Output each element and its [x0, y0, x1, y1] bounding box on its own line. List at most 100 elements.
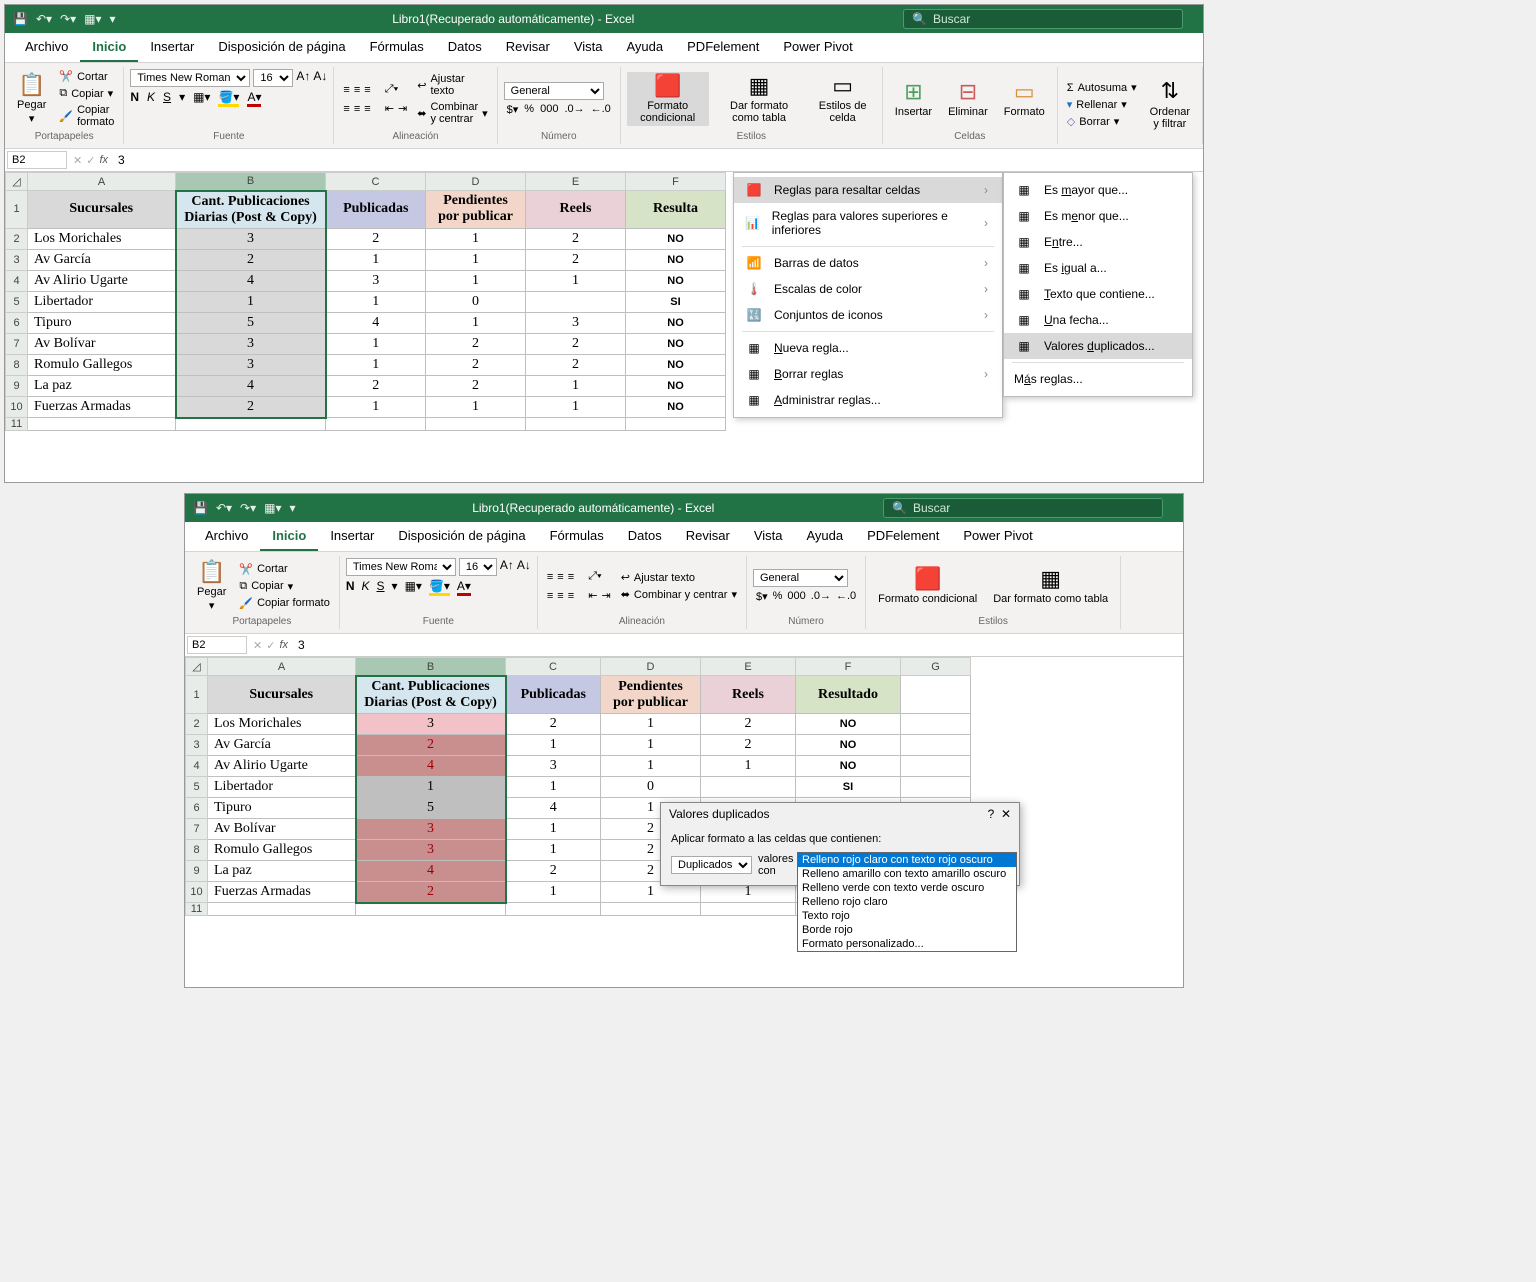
table-cell[interactable]: 3 — [326, 270, 426, 291]
table-cell[interactable]: Los Morichales — [208, 713, 356, 734]
table-cell[interactable]: Los Morichales — [28, 228, 176, 249]
table-cell[interactable]: 4 — [176, 270, 326, 291]
conditional-format-button[interactable]: 🟥Formato condicional — [627, 72, 709, 126]
font-size-select[interactable]: 16 — [459, 558, 497, 576]
comma-icon[interactable]: 000 — [787, 590, 805, 602]
qat-more-icon[interactable]: ▾ — [109, 12, 115, 26]
cf-barras[interactable]: 📶Barras de datos› — [734, 250, 1002, 276]
align-center-icon[interactable]: ≡ — [557, 590, 563, 602]
table-cell[interactable]: 1 — [426, 396, 526, 418]
table-cell[interactable]: Tipuro — [28, 312, 176, 333]
table-cell[interactable]: 1 — [526, 375, 626, 396]
empty-cell[interactable] — [208, 903, 356, 916]
autosum-button[interactable]: Σ Autosuma ▾ — [1064, 80, 1140, 95]
fill-color-button[interactable]: 🪣▾ — [429, 579, 450, 596]
cf-nueva[interactable]: ▦Nueva regla... — [734, 335, 1002, 361]
dec-decimal-icon[interactable]: ←.0 — [836, 590, 856, 602]
format-as-table-button[interactable]: ▦Dar formato como tabla — [987, 565, 1114, 607]
fx-icon[interactable]: fx — [99, 154, 108, 166]
table-cell[interactable]: 1 — [326, 249, 426, 270]
table-cell[interactable]: 1 — [506, 734, 601, 755]
cell-styles-button[interactable]: ▭Estilos de celda — [810, 72, 876, 126]
cf-admin[interactable]: ▦Administrar reglas... — [734, 387, 1002, 413]
paste-button[interactable]: 📋Pegar▾ — [191, 558, 232, 614]
tab-datos[interactable]: Datos — [616, 522, 674, 551]
tab-insertar[interactable]: Insertar — [318, 522, 386, 551]
delete-cells-button[interactable]: ⊟Eliminar — [942, 78, 994, 120]
format-painter-button[interactable]: 🖌️ Copiar formato — [56, 103, 117, 129]
table-cell[interactable] — [901, 734, 971, 755]
orientation-icon[interactable]: ⤢▾ — [588, 570, 601, 583]
tab-archivo[interactable]: Archivo — [13, 33, 80, 62]
table-cell[interactable]: 4 — [176, 375, 326, 396]
empty-cell[interactable] — [28, 418, 176, 431]
table-cell[interactable]: 2 — [506, 713, 601, 734]
increase-font-icon[interactable]: A↑ — [296, 69, 310, 87]
indent-dec-icon[interactable]: ⇤ — [588, 589, 597, 602]
paste-button[interactable]: 📋Pegar▾ — [11, 71, 52, 127]
dialog-help-icon[interactable]: ? — [988, 807, 995, 821]
align-middle-icon[interactable]: ≡ — [557, 571, 563, 583]
fx-icon[interactable]: fx — [279, 639, 288, 651]
table-cell[interactable] — [701, 776, 796, 797]
search-box[interactable]: 🔍 Buscar — [903, 9, 1183, 29]
table-cell[interactable]: 1 — [426, 270, 526, 291]
opt-4[interactable]: Texto rojo — [798, 909, 1016, 923]
table-cell[interactable]: 1 — [506, 839, 601, 860]
opt-5[interactable]: Borde rojo — [798, 923, 1016, 937]
align-bottom-icon[interactable]: ≡ — [364, 84, 370, 96]
sub-entre[interactable]: ▦Entre... — [1004, 229, 1192, 255]
opt-0[interactable]: Relleno rojo claro con texto rojo oscuro — [798, 853, 1016, 867]
save-icon[interactable]: 💾 — [13, 12, 28, 26]
empty-cell[interactable] — [506, 903, 601, 916]
table-cell[interactable]: NO — [626, 333, 726, 354]
empty-cell[interactable] — [326, 418, 426, 431]
copy-button[interactable]: ⧉ Copiar ▾ — [56, 86, 117, 101]
table-cell[interactable]: 3 — [176, 354, 326, 375]
table-cell[interactable]: NO — [626, 375, 726, 396]
decrease-font-icon[interactable]: A↓ — [517, 558, 531, 576]
table-cell[interactable]: NO — [626, 270, 726, 291]
table-cell[interactable]: 3 — [176, 333, 326, 354]
undo-icon[interactable]: ↶▾ — [36, 12, 52, 26]
inc-decimal-icon[interactable]: .0→ — [564, 103, 584, 115]
table-cell[interactable]: 1 — [506, 776, 601, 797]
table-cell[interactable]: 4 — [356, 755, 506, 776]
tab-ayuda[interactable]: Ayuda — [795, 522, 856, 551]
align-right-icon[interactable]: ≡ — [568, 590, 574, 602]
format-cells-button[interactable]: ▭Formato — [998, 78, 1051, 120]
dec-decimal-icon[interactable]: ←.0 — [591, 103, 611, 115]
font-color-button[interactable]: A▾ — [247, 90, 261, 107]
italic-button[interactable]: K — [362, 579, 370, 596]
font-size-select[interactable]: 16 — [253, 69, 293, 87]
conditional-format-button[interactable]: 🟥Formato condicional — [872, 565, 983, 607]
qat-grid-icon[interactable]: ▦▾ — [84, 12, 101, 26]
cut-button[interactable]: ✂️ Cortar — [236, 562, 332, 577]
table-cell[interactable]: 2 — [506, 860, 601, 881]
table-cell[interactable]: 0 — [426, 291, 526, 312]
opt-2[interactable]: Relleno verde con texto verde oscuro — [798, 881, 1016, 895]
tab-pdfelement[interactable]: PDFelement — [675, 33, 771, 62]
tab-insertar[interactable]: Insertar — [138, 33, 206, 62]
table-cell[interactable]: 1 — [601, 755, 701, 776]
copy-button[interactable]: ⧉ Copiar ▾ — [236, 579, 332, 594]
empty-cell[interactable] — [526, 418, 626, 431]
table-cell[interactable]: Av García — [28, 249, 176, 270]
decrease-font-icon[interactable]: A↓ — [313, 69, 327, 87]
empty-cell[interactable] — [901, 676, 971, 714]
align-middle-icon[interactable]: ≡ — [354, 84, 360, 96]
empty-cell[interactable] — [356, 903, 506, 916]
tab-ayuda[interactable]: Ayuda — [615, 33, 676, 62]
empty-cell[interactable] — [601, 903, 701, 916]
table-cell[interactable]: Libertador — [28, 291, 176, 312]
table-cell[interactable]: SI — [796, 776, 901, 797]
align-right-icon[interactable]: ≡ — [364, 103, 370, 115]
header-sucursales[interactable]: Sucursales — [28, 191, 176, 229]
header-resultado[interactable]: Resulta — [626, 191, 726, 229]
table-cell[interactable]: 5 — [176, 312, 326, 333]
table-cell[interactable]: La paz — [208, 860, 356, 881]
table-cell[interactable]: 2 — [426, 333, 526, 354]
table-cell[interactable]: 1 — [426, 249, 526, 270]
table-cell[interactable]: 2 — [326, 228, 426, 249]
italic-button[interactable]: K — [147, 90, 155, 107]
